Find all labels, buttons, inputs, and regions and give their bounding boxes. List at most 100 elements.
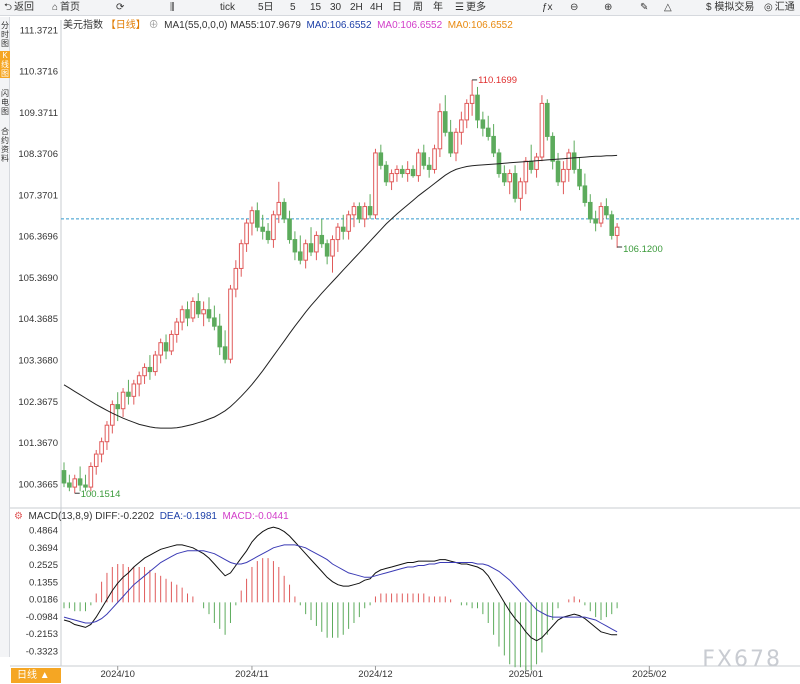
side-tab-1[interactable]: K线图 [0, 51, 10, 78]
toolbar-item-tick[interactable]: tick [220, 0, 235, 16]
candle-body [571, 152, 577, 170]
pen-icon: ✎ [640, 2, 649, 13]
candle-body [255, 210, 260, 228]
candle-body [72, 478, 78, 488]
toolbar-item-4H[interactable]: 4H [370, 0, 383, 16]
candle-body [539, 102, 545, 158]
macd-tick-label: -0.3323 [26, 646, 58, 657]
add-indicator-icon[interactable]: ⊕ [148, 20, 159, 31]
x-tick-label: 2024/10 [101, 669, 135, 680]
low-price-label: 100.1514 [81, 489, 121, 500]
candle-body [534, 156, 539, 170]
candle-body [110, 404, 115, 426]
toolbar-item-more-icon[interactable]: ☰ 更多 [455, 0, 486, 16]
x-tick-label: 2025/02 [632, 669, 666, 680]
candle-body [88, 465, 94, 488]
macd-settings-icon[interactable]: ⚙ [14, 511, 23, 522]
toolbar-item-zoom-out-icon[interactable]: ⊖ [570, 0, 580, 16]
toolbar-item-candle-icon[interactable]: ⫼ [170, 0, 177, 16]
candle-body [228, 288, 233, 360]
candle-body [545, 102, 550, 137]
toolbar-item-home-icon[interactable]: ⌂ 首页 [52, 0, 80, 16]
toolbar-item-[interactable]: 周 [413, 0, 423, 16]
toolbar-item-[interactable]: $ 模拟交易 [706, 0, 754, 16]
candle-body [405, 168, 410, 175]
symbol-name: 美元指数 [63, 20, 103, 31]
toolbar-label: 年 [433, 2, 443, 13]
candle-body [416, 152, 421, 177]
x-tick-label: 2025/01 [509, 669, 543, 680]
toolbar-item-globe-icon[interactable]: ◎ 汇通 [764, 0, 795, 16]
toolbar-label: 更多 [465, 2, 486, 13]
price-tick-label: 110.3716 [19, 67, 58, 78]
toolbar-item-[interactable]: 年 [433, 0, 443, 16]
toolbar-label: 日 [392, 2, 402, 13]
candle-body [195, 300, 201, 315]
macd-tick-label: -0.2153 [26, 629, 58, 640]
candle-body [453, 131, 459, 154]
zoom-in-icon: ⊕ [604, 2, 613, 13]
more-icon: ☰ [455, 2, 464, 13]
toolbar-item-15[interactable]: 15 [310, 0, 321, 16]
candle-body [394, 168, 400, 175]
globe-icon: ◎ [764, 2, 773, 13]
macd-tick-label: 0.1355 [29, 577, 58, 588]
candle-body [357, 206, 362, 220]
candle-body [297, 251, 303, 261]
toolbar-label: 15 [310, 2, 322, 13]
candle-body [77, 478, 83, 486]
x-tick-label: 2024/11 [235, 669, 269, 680]
candle-body [577, 168, 582, 187]
side-tab-2[interactable]: 闪电图 [1, 89, 9, 116]
fx-icon: ƒx [542, 2, 553, 13]
ma0-value-2: MA0:106.6552 [377, 20, 443, 31]
toolbar-item-refresh-icon[interactable]: ⟳ [116, 0, 126, 16]
candle-body [512, 173, 518, 199]
period-tab-daily[interactable]: 日线 ▲ [11, 668, 61, 683]
price-tick-label: 104.3685 [18, 314, 58, 325]
high-price-label: 110.1699 [478, 75, 517, 86]
candle-body [367, 206, 373, 216]
side-tabs: 分时图 K线图闪电图合约资料 [0, 17, 10, 657]
candle-body [147, 366, 153, 373]
toolbar-item-pen-icon[interactable]: ✎ [640, 0, 650, 16]
side-tab-3[interactable]: 合约资料 [1, 127, 9, 163]
price-tick-label: 111.3721 [20, 25, 58, 36]
candle-body [604, 206, 609, 216]
price-info-bar: 美元指数 【日线】 ⊕ MA1(55,0,0,0) MA55:107.9679 … [63, 16, 513, 31]
candle-body [276, 201, 282, 216]
candle-body [421, 152, 427, 166]
toolbar: ⮌ 返回 ⌂ 首页 ⟳ ⫼ tick 5日 5 15 30 2H 4H 日周年 ☰ 更多 ƒx ⊖ ⊕ ✎ △ $ 模拟交… [0, 0, 800, 16]
candle-body [330, 239, 335, 257]
candle-body [614, 226, 620, 236]
toolbar-item-triangle-icon[interactable]: △ [664, 0, 674, 16]
candle-body [555, 160, 561, 183]
price-tick-label: 102.3675 [18, 397, 58, 408]
toolbar-item-2H[interactable]: 2H [350, 0, 363, 16]
candle-body [378, 152, 384, 166]
toolbar-item-5[interactable]: 5 [290, 0, 296, 16]
price-tick-label: 109.3711 [19, 108, 58, 119]
ma1-label: MA1(55,0,0,0) [164, 20, 228, 31]
candle-body [83, 484, 88, 488]
candle-body [249, 210, 255, 224]
toolbar-item-30[interactable]: 30 [330, 0, 341, 16]
ma0-value-1: MA0:106.6552 [306, 20, 372, 31]
candle-body [566, 152, 572, 170]
side-tab-0[interactable]: 分时图 [1, 21, 9, 48]
candle-body [190, 300, 196, 319]
toolbar-item-5[interactable]: 5日 [258, 0, 274, 16]
candle-body [163, 342, 169, 352]
toolbar-label: 周 [413, 2, 423, 13]
toolbar-item-back-icon[interactable]: ⮌ 返回 [4, 0, 34, 16]
candle-body [292, 239, 298, 253]
toolbar-item-fx-icon[interactable]: ƒx [542, 0, 555, 16]
candle-body [507, 173, 513, 183]
candle-body [185, 309, 190, 319]
toolbar-item-[interactable]: 日 [392, 0, 402, 16]
candle-body [99, 441, 104, 455]
toolbar-item-zoom-in-icon[interactable]: ⊕ [604, 0, 614, 16]
candle-body [152, 354, 158, 373]
candle-body [169, 333, 174, 352]
